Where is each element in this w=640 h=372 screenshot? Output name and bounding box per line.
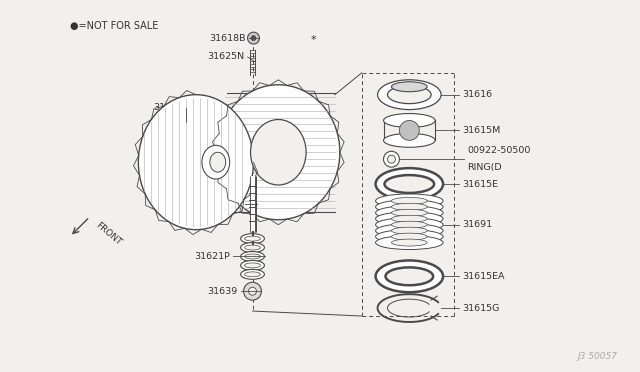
Ellipse shape <box>241 269 264 279</box>
Ellipse shape <box>392 221 427 228</box>
Text: 00922-50500: 00922-50500 <box>467 146 531 155</box>
Text: ●=NOT FOR SALE: ●=NOT FOR SALE <box>70 21 158 31</box>
Ellipse shape <box>376 168 443 200</box>
Ellipse shape <box>385 267 433 285</box>
Text: 31625N: 31625N <box>207 52 244 61</box>
Ellipse shape <box>392 239 427 246</box>
Text: FRONT: FRONT <box>93 221 123 247</box>
Circle shape <box>399 121 419 140</box>
Ellipse shape <box>241 234 264 244</box>
Text: 31639: 31639 <box>207 287 237 296</box>
Ellipse shape <box>376 194 443 208</box>
Text: 31618B: 31618B <box>209 33 246 43</box>
Ellipse shape <box>392 227 427 234</box>
Ellipse shape <box>244 254 260 259</box>
Ellipse shape <box>241 260 264 270</box>
Circle shape <box>248 32 259 44</box>
Text: 31615E: 31615E <box>462 180 498 189</box>
Circle shape <box>251 36 256 41</box>
Ellipse shape <box>376 230 443 244</box>
Ellipse shape <box>376 218 443 232</box>
Text: 31621P: 31621P <box>194 252 230 261</box>
Text: 31615EA: 31615EA <box>462 272 504 281</box>
Ellipse shape <box>376 224 443 238</box>
Ellipse shape <box>383 113 435 128</box>
Ellipse shape <box>387 86 431 104</box>
Ellipse shape <box>376 212 443 226</box>
Ellipse shape <box>239 93 268 212</box>
Ellipse shape <box>202 145 230 179</box>
Ellipse shape <box>392 82 427 92</box>
Text: 31630: 31630 <box>153 103 183 112</box>
Text: 31615G: 31615G <box>462 304 499 312</box>
Ellipse shape <box>385 175 434 193</box>
Ellipse shape <box>383 134 435 147</box>
Text: 31615M: 31615M <box>462 126 500 135</box>
Ellipse shape <box>392 209 427 216</box>
Ellipse shape <box>392 198 427 204</box>
Circle shape <box>387 155 396 163</box>
Ellipse shape <box>241 251 264 262</box>
Ellipse shape <box>217 85 340 220</box>
Ellipse shape <box>138 95 253 230</box>
Ellipse shape <box>244 245 260 250</box>
Circle shape <box>244 282 262 300</box>
Ellipse shape <box>376 200 443 214</box>
Ellipse shape <box>241 243 264 253</box>
Circle shape <box>248 287 257 295</box>
Ellipse shape <box>244 272 260 277</box>
Ellipse shape <box>392 215 427 222</box>
Ellipse shape <box>376 206 443 220</box>
Text: *: * <box>311 35 316 45</box>
Ellipse shape <box>244 263 260 268</box>
Text: 31691: 31691 <box>462 220 492 229</box>
Circle shape <box>383 151 399 167</box>
Ellipse shape <box>392 203 427 210</box>
Ellipse shape <box>210 152 226 172</box>
Ellipse shape <box>376 260 443 292</box>
Ellipse shape <box>376 235 443 250</box>
Ellipse shape <box>392 233 427 240</box>
Ellipse shape <box>250 119 306 185</box>
Text: 31618: 31618 <box>211 199 241 208</box>
Text: 31616: 31616 <box>462 90 492 99</box>
Ellipse shape <box>378 80 441 110</box>
Text: J3 50057: J3 50057 <box>578 352 618 361</box>
Text: RING(D: RING(D <box>467 163 502 172</box>
Ellipse shape <box>244 236 260 241</box>
